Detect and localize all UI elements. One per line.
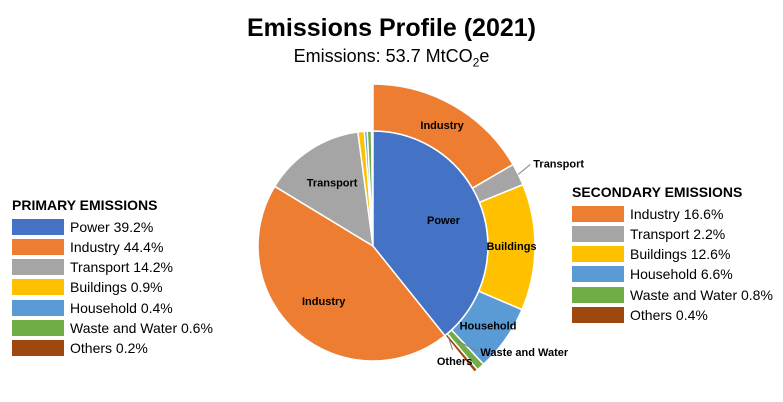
legend-swatch — [12, 319, 64, 336]
chart-subtitle: Emissions: 53.7 MtCO2e — [0, 46, 783, 70]
legend-label: Household 0.4% — [70, 299, 173, 316]
secondary-slice-label-industry: Industry — [420, 120, 464, 132]
legend-label: Buildings 0.9% — [70, 279, 163, 296]
legend-swatch — [572, 225, 624, 242]
primary-slice-label-industry: Industry — [302, 296, 346, 308]
primary-legend-item-buildings: Buildings 0.9% — [12, 278, 213, 298]
legend-label: Others 0.2% — [70, 339, 148, 356]
legend-swatch — [12, 238, 64, 255]
secondary-slice-label-waste-and-water: Waste and Water — [480, 347, 569, 359]
legend-label: Waste and Water 0.8% — [630, 286, 773, 303]
primary-pie — [257, 130, 489, 362]
secondary-slice-label-household: Household — [460, 321, 517, 333]
primary-legend-title: PRIMARY EMISSIONS — [12, 197, 158, 213]
primary-slice-label-power: Power — [427, 215, 461, 227]
legend-label: Transport 2.2% — [630, 225, 726, 242]
primary-legend-item-power: Power 39.2% — [12, 217, 213, 237]
secondary-legend-item-household: Household 6.6% — [572, 265, 773, 285]
legend-swatch — [12, 259, 64, 276]
subtitle-suffix: e — [479, 46, 490, 66]
legend-swatch — [572, 266, 624, 283]
legend-label: Waste and Water 0.6% — [70, 319, 213, 336]
secondary-legend-item-industry: Industry 16.6% — [572, 204, 773, 224]
legend-swatch — [12, 299, 64, 316]
leader-lines — [448, 164, 531, 352]
legend-label: Household 6.6% — [630, 266, 733, 283]
secondary-slice-label-others: Others — [437, 356, 472, 368]
primary-legend: PRIMARY EMISSIONS Power 39.2% Industry 4… — [12, 197, 213, 358]
primary-legend-item-industry: Industry 44.4% — [12, 237, 213, 257]
chart-title: Emissions Profile (2021) — [246, 14, 536, 42]
secondary-legend-item-others: Others 0.4% — [572, 305, 773, 325]
legend-swatch — [572, 306, 624, 323]
secondary-slice-label-buildings: Buildings — [486, 241, 536, 253]
primary-slice-industry — [257, 185, 447, 362]
secondary-legend: SECONDARY EMISSIONS Industry 16.6% Trans… — [572, 184, 773, 325]
primary-legend-item-waste-and-water: Waste and Water 0.6% — [12, 318, 213, 338]
secondary-pie — [372, 83, 536, 374]
primary-legend-item-others: Others 0.2% — [12, 338, 213, 358]
legend-swatch — [12, 218, 64, 235]
leader-line-others — [448, 337, 454, 351]
secondary-slice-label-transport: Transport — [533, 158, 584, 170]
legend-label: Buildings 12.6% — [630, 246, 731, 263]
legend-label: Industry 44.4% — [70, 238, 164, 255]
legend-swatch — [12, 279, 64, 296]
legend-swatch — [572, 246, 624, 263]
legend-label: Transport 14.2% — [70, 259, 173, 276]
legend-label: Industry 16.6% — [630, 205, 724, 222]
legend-swatch — [12, 339, 64, 356]
secondary-legend-item-transport: Transport 2.2% — [572, 224, 773, 244]
primary-legend-item-household: Household 0.4% — [12, 298, 213, 318]
secondary-legend-item-buildings: Buildings 12.6% — [572, 244, 773, 264]
slice-labels: Power Industry Transport Industry Transport B… — [302, 120, 584, 368]
subtitle-subscript: 2 — [472, 55, 480, 70]
secondary-legend-title: SECONDARY EMISSIONS — [572, 184, 743, 200]
subtitle-prefix: Emissions: 53.7 MtCO — [293, 46, 473, 66]
legend-label: Power 39.2% — [70, 218, 154, 235]
primary-slice-transport — [273, 131, 374, 248]
legend-swatch — [572, 286, 624, 303]
secondary-slice-others — [443, 332, 479, 374]
primary-slice-label-transport: Transport — [307, 177, 358, 189]
primary-legend-item-transport: Transport 14.2% — [12, 257, 213, 277]
leader-line-waste-and-water — [457, 340, 478, 352]
secondary-legend-item-waste-and-water: Waste and Water 0.8% — [572, 285, 773, 305]
legend-swatch — [572, 205, 624, 222]
legend-label: Others 0.4% — [630, 306, 708, 323]
leader-line-transport — [517, 164, 531, 175]
